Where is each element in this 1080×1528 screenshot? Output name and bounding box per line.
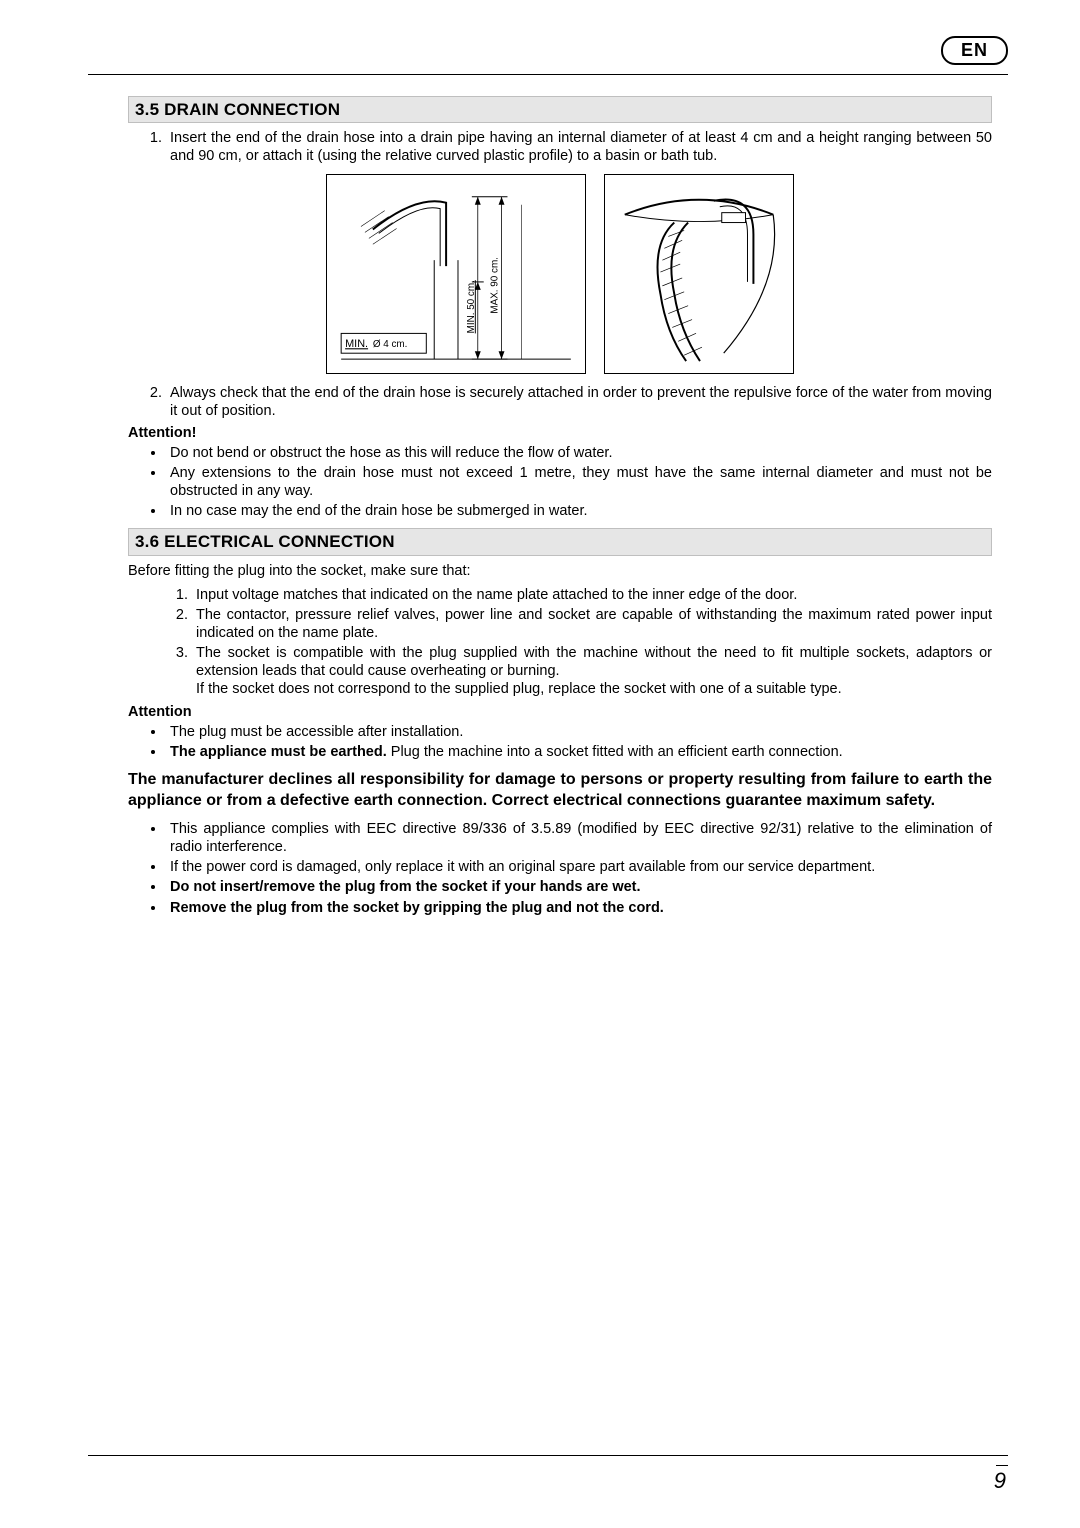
manufacturer-callout: The manufacturer declines all responsibi… <box>128 769 992 812</box>
section-3-6-numbered: Input voltage matches that indicated on … <box>128 586 992 699</box>
section-3-5-list-2: Always check that the end of the drain h… <box>128 384 992 420</box>
list-item: If the power cord is damaged, only repla… <box>166 858 992 876</box>
drain-figure-a: MIN. Ø 4 cm. <box>326 174 586 374</box>
list-item: This appliance complies with EEC directi… <box>166 820 992 856</box>
list-item-trailing: If the socket does not correspond to the… <box>196 681 842 697</box>
section-3-5-attention-bullets: Do not bend or obstruct the hose as this… <box>128 444 992 521</box>
figure-row: MIN. Ø 4 cm. <box>128 174 992 374</box>
page-number-bar <box>996 1465 1008 1466</box>
section-3-6-intro: Before fitting the plug into the socket,… <box>128 562 992 580</box>
section-heading-3-6: 3.6 ELECTRICAL CONNECTION <box>128 528 992 555</box>
list-item-text: The socket is compatible with the plug s… <box>196 645 992 679</box>
list-item: The socket is compatible with the plug s… <box>192 644 992 698</box>
fig-label-min: MIN. <box>345 338 368 350</box>
fig-label-max90: MAX. 90 cm. <box>490 257 501 314</box>
attention-label-3-5: Attention! <box>128 424 992 442</box>
list-item: Remove the plug from the socket by gripp… <box>166 899 992 917</box>
list-item: The contactor, pressure relief valves, p… <box>192 606 992 642</box>
list-item: In no case may the end of the drain hose… <box>166 502 992 520</box>
list-item: The appliance must be earthed. Plug the … <box>166 743 992 761</box>
bottom-rule <box>88 1455 1008 1456</box>
list-item: Insert the end of the drain hose into a … <box>166 129 992 165</box>
list-item: Always check that the end of the drain h… <box>166 384 992 420</box>
fig-label-min-val: Ø 4 cm. <box>373 339 408 350</box>
section-3-6-final-bullets: This appliance complies with EEC directi… <box>128 820 992 917</box>
drain-figure-b <box>604 174 794 374</box>
top-rule <box>88 74 1008 75</box>
list-item: Any extensions to the drain hose must no… <box>166 464 992 500</box>
list-item: The plug must be accessible after instal… <box>166 723 992 741</box>
page-content: 3.5 DRAIN CONNECTION Insert the end of t… <box>128 96 992 917</box>
bold-lead: The appliance must be earthed. <box>170 744 387 760</box>
fig-label-min50: MIN. 50 cm. <box>466 280 477 333</box>
section-3-5-list-1: Insert the end of the drain hose into a … <box>128 129 992 165</box>
list-item: Input voltage matches that indicated on … <box>192 586 992 604</box>
section-heading-3-5: 3.5 DRAIN CONNECTION <box>128 96 992 123</box>
section-3-6-attention-bullets: The plug must be accessible after instal… <box>128 723 992 761</box>
list-item: Do not bend or obstruct the hose as this… <box>166 444 992 462</box>
list-item: Do not insert/remove the plug from the s… <box>166 878 992 896</box>
document-page: EN 3.5 DRAIN CONNECTION Insert the end o… <box>0 0 1080 1528</box>
attention-label-3-6: Attention <box>128 703 992 721</box>
bold-tail: Plug the machine into a socket fitted wi… <box>387 744 843 760</box>
language-badge: EN <box>941 36 1008 65</box>
page-number: 9 <box>994 1468 1006 1494</box>
